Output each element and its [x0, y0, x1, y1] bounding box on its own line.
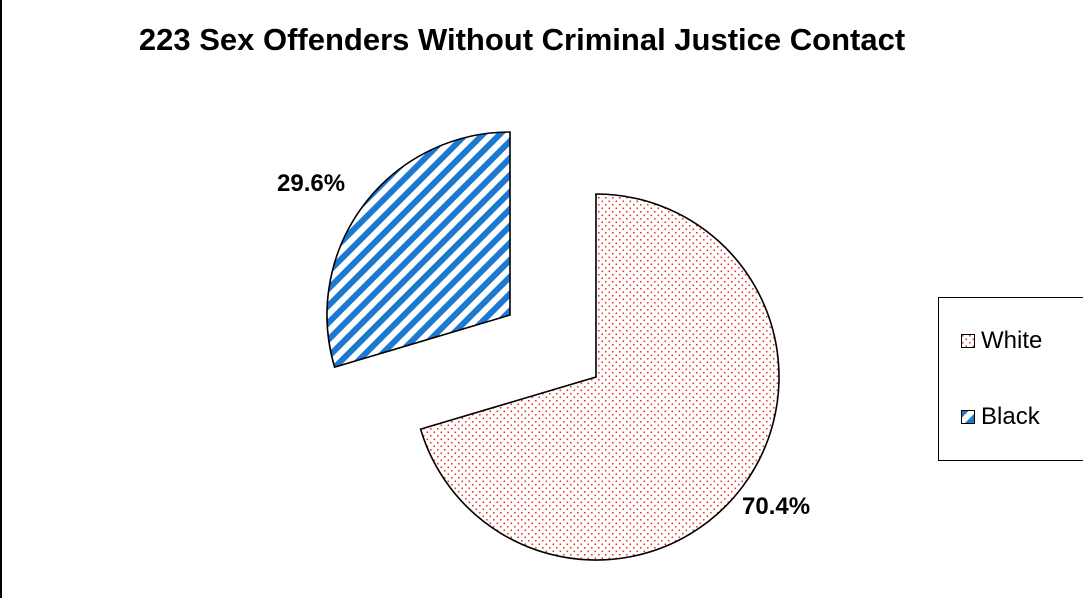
- legend-swatch-white: [961, 334, 975, 348]
- legend-item-black: Black: [961, 402, 1040, 432]
- legend-swatch-black: [961, 410, 975, 424]
- legend-label-white: White: [981, 327, 1042, 355]
- legend: White Black: [938, 297, 1083, 461]
- pie-slice-black: [327, 132, 510, 367]
- legend-item-white: White: [961, 326, 1042, 356]
- data-label-black: 29.6%: [277, 170, 345, 198]
- data-label-white: 70.4%: [742, 493, 810, 521]
- legend-label-black: Black: [981, 403, 1040, 431]
